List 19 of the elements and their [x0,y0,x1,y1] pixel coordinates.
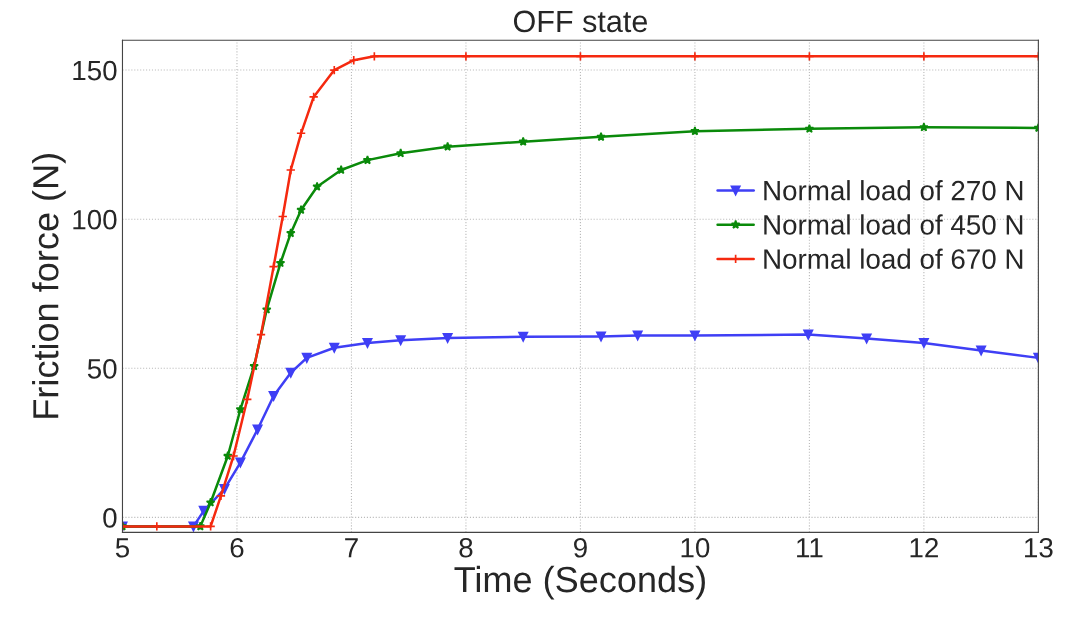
x-tick-label: 10 [681,537,710,558]
y-tick-label: 50 [87,358,117,379]
x-tick-label: 7 [345,538,358,558]
x-tick-label: 11 [797,538,823,558]
x-tick-label: 12 [910,537,938,558]
y-tick-label: 0 [103,508,117,528]
y-tick-label: 100 [73,209,117,230]
chart-title: OFF state [513,10,647,33]
y-tick-label: 150 [73,60,117,81]
x-tick-label: 6 [230,537,244,558]
legend-label: Normal load of 670 N [764,248,1023,269]
x-tick-label: 8 [459,537,473,558]
x-tick-label: 13 [1025,537,1053,558]
x-tick-label: 9 [574,537,587,558]
x-tick-label: 5 [115,538,130,558]
legend-label: Normal load of 270 N [764,180,1023,201]
y-axis-title: Friction force (N) [32,154,66,418]
legend-label: Normal load of 450 N [764,214,1023,235]
x-axis-title: Time (Seconds) [454,565,705,600]
